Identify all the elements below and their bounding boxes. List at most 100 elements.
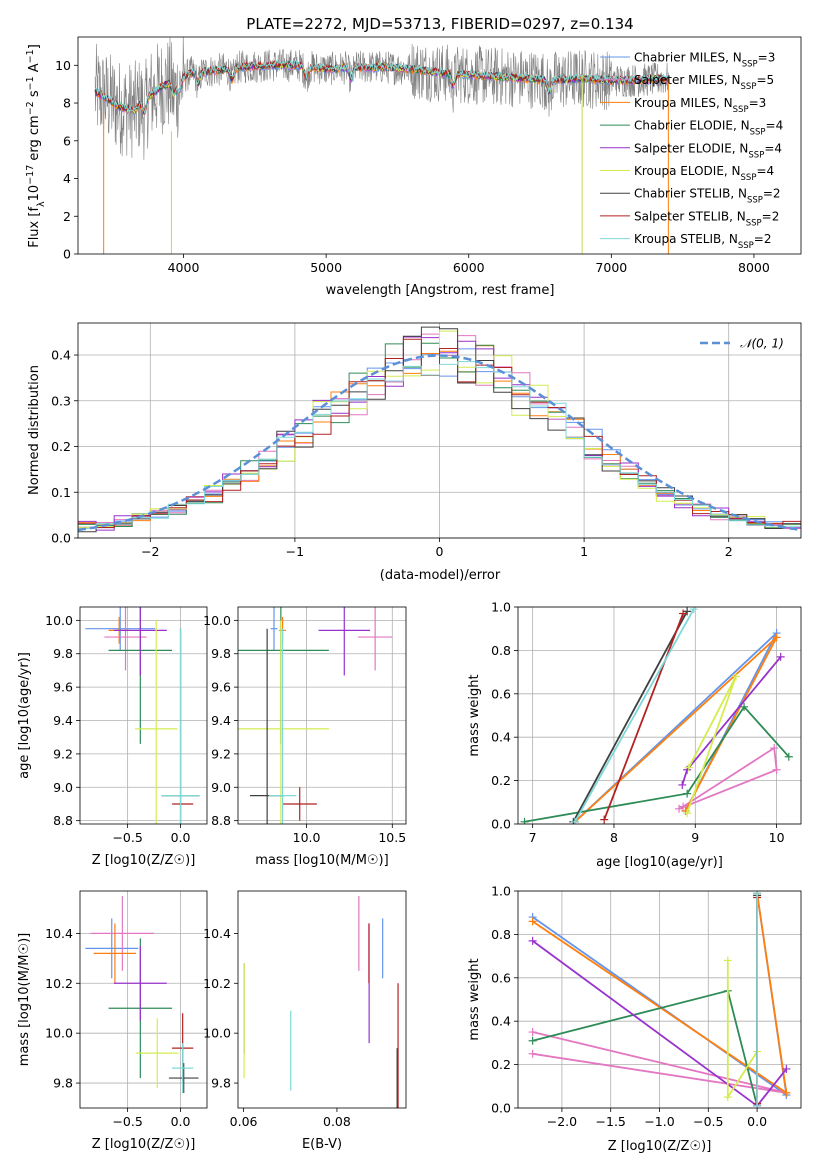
legend-sub: SSP (738, 241, 754, 251)
x-tick-label: 0.08 (323, 1114, 351, 1129)
y-tick-label: 0.4 (491, 1014, 511, 1029)
spectrum-xlabel: wavelength [Angstrom, rest frame] (326, 283, 555, 298)
x-tick-label: −2 (141, 544, 159, 559)
weight-marker (679, 609, 688, 618)
legend-name: Salpeter MILES, N (634, 73, 741, 87)
y-tick-label: 0.6 (491, 686, 511, 701)
y-tick-label: 10.0 (45, 1026, 73, 1041)
weight-marker (770, 744, 779, 753)
x-axis-label: Z [log10(Z/Z☉)] (92, 1137, 196, 1152)
ylabel-part: ] (27, 44, 42, 49)
y-tick-label: 10.0 (45, 613, 73, 628)
x-tick-label: −0.5 (693, 1114, 723, 1129)
legend-entry: 𝒩(0, 1) (740, 337, 784, 351)
weight-marker (731, 672, 740, 681)
x-tick-label: 6000 (453, 260, 485, 275)
weight-line (574, 608, 695, 823)
legend-name: Chabrier ELODIE, N (634, 119, 750, 133)
ebv-mass-panel: 0.06 0.08 9.8 10.0 10.2 10.4 E(B-V) (203, 890, 407, 1152)
ylabel-part: λ (36, 201, 47, 207)
y-tick-label: 9.8 (211, 1076, 231, 1091)
legend-name: Kroupa ELODIE, N (634, 164, 741, 178)
weight-marker (683, 809, 692, 818)
legend-sub: SSP (748, 150, 764, 160)
ylabel-part: −17 (25, 165, 36, 185)
y-tick-label: 9.2 (211, 746, 231, 761)
model-spectrum (94, 59, 669, 114)
legend-value: =3 (758, 51, 776, 65)
y-tick-label: 0.2 (491, 773, 511, 788)
legend-entry: Kroupa STELIB, NSSP=2 (634, 232, 772, 251)
age-massweight-panel: 7 8 9 10 0.0 0.2 0.4 0.6 0.8 1.0 age [log10(age/yr… (467, 600, 802, 870)
axes-frame (79, 890, 208, 1109)
ylabel-part: 10 (27, 185, 42, 202)
weight-marker (782, 1088, 791, 1097)
legend-value: =4 (764, 141, 782, 155)
legend-name: Kroupa MILES, N (634, 96, 733, 110)
weight-marker (683, 789, 692, 798)
x-tick-label: −2.0 (547, 1114, 577, 1129)
y-tick-label: 9.4 (211, 713, 231, 728)
y-tick-label: 9.4 (53, 713, 73, 728)
histogram-xlabel: (data-model)/error (380, 568, 501, 583)
legend-sub: SSP (742, 60, 758, 70)
weight-line (678, 746, 778, 810)
y-tick-label: 10.2 (203, 976, 231, 991)
y-tick-label: 0.4 (51, 348, 71, 363)
x-tick-label: 0.0 (171, 830, 191, 845)
weight-marker (528, 936, 537, 945)
legend-name: Salpeter ELODIE, N (634, 141, 748, 155)
weight-marker (723, 956, 732, 965)
y-tick-label: 2 (63, 209, 71, 224)
legend-entry: Salpeter ELODIE, NSSP=4 (634, 141, 782, 160)
legend-sub: SSP (750, 128, 766, 138)
y-tick-label: 9.8 (53, 1076, 73, 1091)
x-tick-label: −0.5 (112, 1114, 142, 1129)
weight-marker (782, 1064, 791, 1073)
x-tick-label: 8000 (738, 260, 770, 275)
z-mass-panel: −0.5 0.0 9.8 10.0 10.2 10.4 Z [log10(Z/Z☉)] mas… (17, 890, 208, 1152)
ylabel-part: s (27, 90, 42, 101)
legend-entry: Kroupa MILES, NSSP=3 (634, 96, 766, 115)
axes-frame (237, 890, 407, 1109)
x-tick-label: 7 (529, 830, 537, 845)
y-tick-label: 0.2 (51, 439, 71, 454)
y-tick-label: 0.4 (491, 730, 511, 745)
spectrum-panel: PLATE=2272, MJD=53713, FIBERID=0297, z=0… (25, 15, 802, 298)
ylabel-part: −2 (25, 101, 36, 115)
y-tick-label: 9.0 (211, 780, 231, 795)
legend-entry: Chabrier STELIB, NSSP=2 (634, 187, 781, 206)
weight-line (524, 705, 790, 823)
axes-frame (517, 890, 802, 1109)
y-tick-label: 0.8 (491, 643, 511, 658)
observed-spectrum (94, 37, 669, 160)
weight-marker (528, 1036, 537, 1045)
legend-value: =2 (763, 187, 781, 201)
ylabel-part: Flux [f (27, 207, 42, 248)
legend-entry: Chabrier MILES, NSSP=3 (634, 51, 775, 70)
y-tick-label: 6 (63, 133, 71, 148)
weight-marker (675, 804, 684, 813)
legend-value: =4 (756, 164, 774, 178)
y-tick-label: 0 (63, 247, 71, 262)
x-tick-label: −1.5 (596, 1114, 626, 1129)
y-tick-label: 1.0 (491, 884, 511, 899)
legend-value: =5 (756, 73, 774, 87)
y-tick-label: 0.3 (51, 393, 71, 408)
weight-marker (723, 1093, 732, 1102)
weight-marker (520, 817, 529, 824)
legend-name: Salpeter STELIB, N (634, 209, 746, 223)
legend-value: =3 (749, 96, 767, 110)
x-tick-label: 5000 (310, 260, 342, 275)
y-tick-label: 9.0 (53, 780, 73, 795)
y-tick-label: 10 (55, 58, 71, 73)
x-tick-label: 10.0 (293, 830, 321, 845)
x-axis-label: Z [log10(Z/Z☉)] (608, 1139, 712, 1154)
residual-histogram-panel: −2 −1 0 1 2 0.0 0.1 0.2 0.3 0.4 (data-model)/erro… (27, 322, 802, 583)
y-axis-label: age [log10(age/yr)] (17, 652, 32, 779)
x-axis-label: E(B-V) (302, 1137, 342, 1152)
ylabel-part: erg cm (27, 115, 42, 164)
legend-entry: Salpeter MILES, NSSP=5 (634, 73, 774, 92)
y-axis-label: mass [log10(M/M☉)] (17, 933, 32, 1066)
normal-curve (78, 354, 801, 532)
